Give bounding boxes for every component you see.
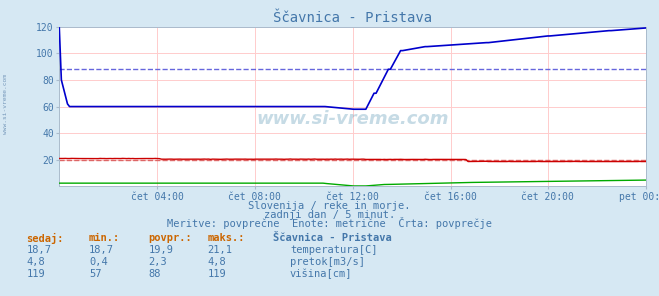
Text: 57: 57 bbox=[89, 269, 101, 279]
Title: Ščavnica - Pristava: Ščavnica - Pristava bbox=[273, 12, 432, 25]
Text: sedaj:: sedaj: bbox=[26, 233, 64, 244]
Text: Ščavnica - Pristava: Ščavnica - Pristava bbox=[273, 233, 392, 243]
Text: 21,1: 21,1 bbox=[208, 245, 233, 255]
Text: 18,7: 18,7 bbox=[89, 245, 114, 255]
Text: 88: 88 bbox=[148, 269, 161, 279]
Text: Meritve: povprečne  Enote: metrične  Črta: povprečje: Meritve: povprečne Enote: metrične Črta:… bbox=[167, 218, 492, 229]
Text: zadnji dan / 5 minut.: zadnji dan / 5 minut. bbox=[264, 210, 395, 220]
Text: 119: 119 bbox=[208, 269, 226, 279]
Text: www.si-vreme.com: www.si-vreme.com bbox=[256, 110, 449, 128]
Text: pretok[m3/s]: pretok[m3/s] bbox=[290, 257, 365, 267]
Text: 119: 119 bbox=[26, 269, 45, 279]
Text: 18,7: 18,7 bbox=[26, 245, 51, 255]
Text: min.:: min.: bbox=[89, 233, 120, 243]
Text: temperatura[C]: temperatura[C] bbox=[290, 245, 378, 255]
Text: 2,3: 2,3 bbox=[148, 257, 167, 267]
Text: povpr.:: povpr.: bbox=[148, 233, 192, 243]
Text: maks.:: maks.: bbox=[208, 233, 245, 243]
Text: 4,8: 4,8 bbox=[26, 257, 45, 267]
Text: 4,8: 4,8 bbox=[208, 257, 226, 267]
Text: 0,4: 0,4 bbox=[89, 257, 107, 267]
Text: Slovenija / reke in morje.: Slovenija / reke in morje. bbox=[248, 201, 411, 211]
Text: www.si-vreme.com: www.si-vreme.com bbox=[3, 74, 9, 133]
Text: višina[cm]: višina[cm] bbox=[290, 268, 353, 279]
Text: 19,9: 19,9 bbox=[148, 245, 173, 255]
